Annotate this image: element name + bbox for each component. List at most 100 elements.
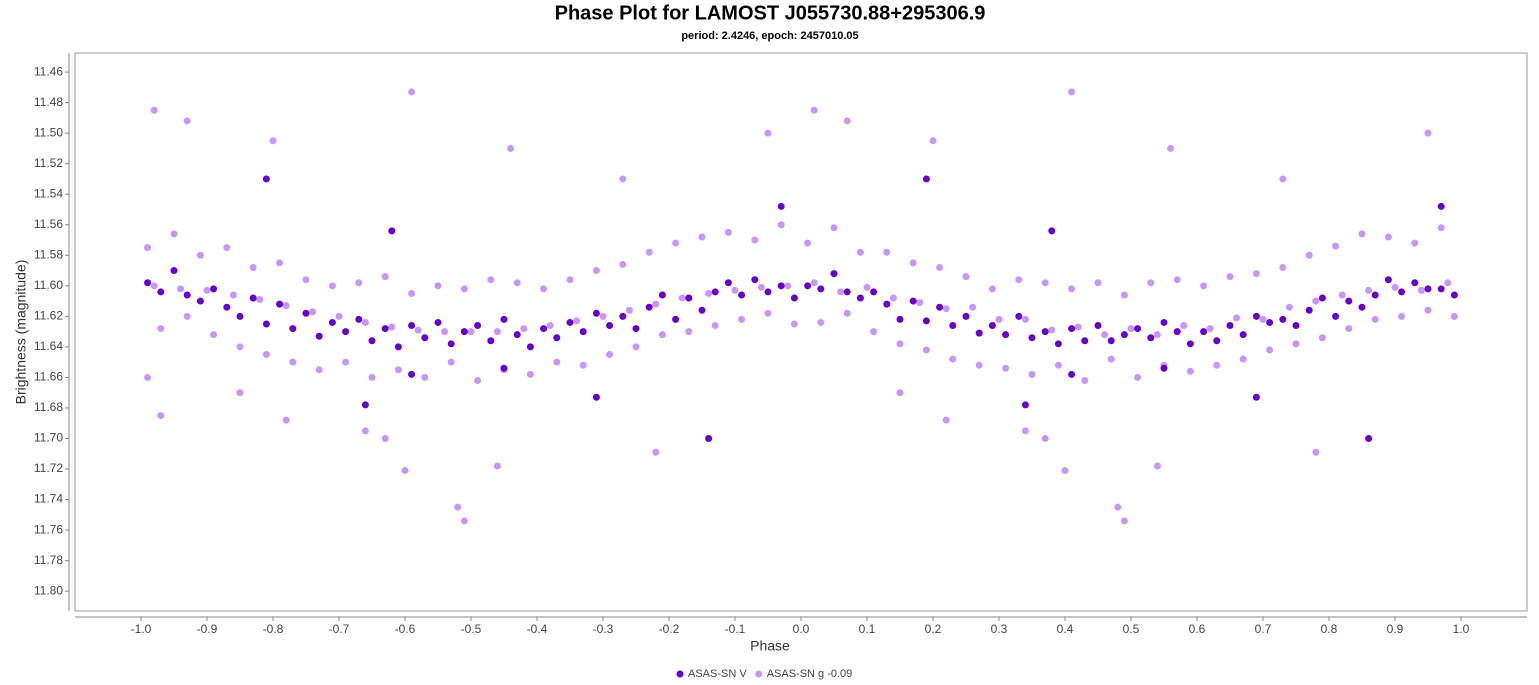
data-point xyxy=(1041,328,1049,336)
data-point xyxy=(804,282,812,290)
data-point xyxy=(1048,326,1056,334)
data-point xyxy=(1061,467,1069,475)
data-point xyxy=(936,263,944,271)
data-point xyxy=(1424,306,1432,314)
data-point xyxy=(381,273,389,281)
data-point xyxy=(276,300,284,308)
data-point xyxy=(157,288,165,296)
data-point xyxy=(764,309,772,317)
data-point xyxy=(1239,331,1247,339)
data-point xyxy=(1127,325,1135,333)
chart-title: Phase Plot for LAMOST J055730.88+295306.… xyxy=(555,2,986,24)
data-point xyxy=(1068,88,1076,96)
y-tick-label: 11.80 xyxy=(34,583,63,597)
data-point xyxy=(361,401,369,409)
data-point xyxy=(1279,263,1287,271)
data-point xyxy=(388,323,396,331)
data-point xyxy=(493,328,501,336)
legend-label: ASAS-SN g -0.09 xyxy=(767,668,853,680)
data-point xyxy=(1252,312,1260,320)
data-point xyxy=(302,309,310,317)
data-point xyxy=(223,244,231,252)
data-point xyxy=(526,343,534,351)
data-point xyxy=(777,202,785,210)
data-point xyxy=(837,288,845,296)
data-point xyxy=(1107,355,1115,363)
data-point xyxy=(1206,325,1214,333)
data-point xyxy=(929,137,937,145)
data-point xyxy=(949,322,957,330)
x-tick-label: -0.7 xyxy=(329,622,350,636)
data-point xyxy=(361,427,369,435)
data-point xyxy=(711,322,719,330)
x-tick-label: 0.8 xyxy=(1321,622,1338,636)
data-point xyxy=(513,331,521,339)
data-point xyxy=(276,259,284,267)
data-point xyxy=(1252,393,1260,401)
data-point xyxy=(1015,312,1023,320)
data-point xyxy=(249,294,257,302)
y-tick-label: 11.54 xyxy=(34,186,63,200)
data-point xyxy=(493,462,501,470)
plot-points xyxy=(144,88,1458,525)
y-tick-label: 11.48 xyxy=(34,95,63,109)
data-point xyxy=(1094,322,1102,330)
data-point xyxy=(1312,448,1320,456)
data-point xyxy=(513,279,521,287)
x-tick-label: 0.0 xyxy=(793,622,810,636)
data-point xyxy=(1173,328,1181,336)
data-point xyxy=(1120,291,1128,299)
data-point xyxy=(401,467,409,475)
data-point xyxy=(962,312,970,320)
data-point xyxy=(1384,233,1392,241)
data-point xyxy=(1279,315,1287,323)
data-point xyxy=(269,137,277,145)
data-point xyxy=(170,267,178,275)
data-point xyxy=(658,291,666,299)
data-point xyxy=(1226,273,1234,281)
data-point xyxy=(1028,370,1036,378)
data-point xyxy=(592,309,600,317)
data-point xyxy=(1101,331,1109,339)
data-point xyxy=(223,303,231,311)
data-point xyxy=(1285,303,1293,311)
y-tick-label: 11.58 xyxy=(34,247,63,261)
data-point xyxy=(1424,285,1432,293)
data-point xyxy=(1041,279,1049,287)
data-point xyxy=(1160,364,1168,372)
data-point xyxy=(579,328,587,336)
data-point xyxy=(460,517,468,525)
data-point xyxy=(1391,283,1399,291)
data-point xyxy=(394,366,402,374)
data-point xyxy=(1384,276,1392,284)
data-point xyxy=(685,294,693,302)
y-tick-label: 11.76 xyxy=(34,522,63,536)
data-point xyxy=(381,434,389,442)
data-point xyxy=(1239,355,1247,363)
data-point xyxy=(394,343,402,351)
y-tick-label: 11.72 xyxy=(34,461,63,475)
data-point xyxy=(619,260,627,268)
data-point xyxy=(751,276,759,284)
data-point xyxy=(454,503,462,511)
data-point xyxy=(1134,373,1142,381)
data-point xyxy=(909,259,917,267)
data-point xyxy=(922,175,930,183)
data-point xyxy=(810,279,818,287)
data-point xyxy=(361,318,369,326)
data-point xyxy=(1153,331,1161,339)
data-point xyxy=(1041,434,1049,442)
data-point xyxy=(777,282,785,290)
data-point xyxy=(262,320,270,328)
y-tick-label: 11.50 xyxy=(34,125,63,139)
data-point xyxy=(1233,314,1241,322)
data-point xyxy=(150,106,158,114)
data-point xyxy=(751,236,759,244)
data-point xyxy=(1365,286,1373,294)
data-point xyxy=(144,244,152,252)
data-point xyxy=(1173,276,1181,284)
data-point xyxy=(1437,202,1445,210)
data-point xyxy=(1345,325,1353,333)
x-tick-label: -0.4 xyxy=(527,622,548,636)
data-point xyxy=(1411,239,1419,247)
